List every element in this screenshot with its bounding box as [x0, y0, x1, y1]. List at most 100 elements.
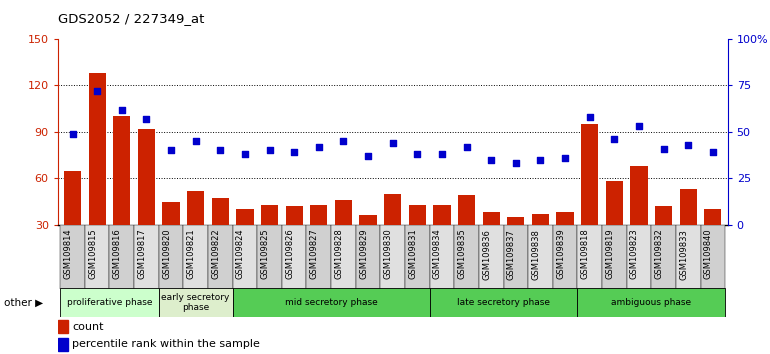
Point [559, 155, 571, 161]
Bar [651, 225, 676, 289]
Bar [627, 225, 651, 289]
Text: GSM109832: GSM109832 [654, 229, 664, 279]
Point [165, 148, 177, 153]
Bar [286, 206, 303, 271]
Bar [138, 129, 155, 271]
Bar [236, 209, 253, 271]
Bar [310, 205, 327, 271]
Point [510, 161, 522, 166]
Bar [187, 191, 204, 271]
Bar [430, 225, 454, 289]
Text: GSM109836: GSM109836 [482, 229, 491, 280]
Point [263, 148, 276, 153]
Point [214, 148, 226, 153]
Point [288, 149, 300, 155]
Point [682, 142, 695, 148]
Bar [553, 225, 578, 289]
Bar [257, 225, 282, 289]
Text: GSM109834: GSM109834 [433, 229, 442, 279]
Bar [208, 225, 233, 289]
Bar [212, 199, 229, 271]
Bar [409, 205, 426, 271]
Bar [631, 166, 648, 271]
Bar [89, 73, 105, 271]
Point [436, 151, 448, 157]
Bar [159, 225, 183, 289]
Text: proliferative phase: proliferative phase [67, 298, 152, 307]
Bar [532, 214, 549, 271]
Bar [335, 200, 352, 271]
Text: GSM109827: GSM109827 [310, 229, 319, 279]
Bar [479, 225, 504, 289]
Bar [380, 225, 405, 289]
Bar [557, 212, 574, 271]
Text: GSM109824: GSM109824 [236, 229, 245, 279]
Text: count: count [72, 322, 104, 332]
Bar [159, 288, 233, 317]
Point [91, 88, 103, 94]
Bar [233, 225, 257, 289]
Bar [113, 116, 130, 271]
Point [608, 136, 621, 142]
Point [189, 138, 202, 144]
Point [116, 107, 128, 112]
Bar [60, 288, 159, 317]
Point [411, 151, 424, 157]
Point [239, 151, 251, 157]
Bar [282, 225, 306, 289]
Bar [405, 225, 430, 289]
Text: GSM109822: GSM109822 [211, 229, 220, 279]
Text: GSM109828: GSM109828 [334, 229, 343, 279]
Bar [676, 225, 701, 289]
Bar [233, 288, 430, 317]
Text: GSM109817: GSM109817 [137, 229, 146, 279]
Bar [581, 124, 598, 271]
Bar [602, 225, 627, 289]
Point [460, 144, 473, 149]
Point [140, 116, 152, 122]
Bar [458, 195, 475, 271]
Bar [384, 194, 401, 271]
Text: ambiguous phase: ambiguous phase [611, 298, 691, 307]
Text: GSM109815: GSM109815 [88, 229, 97, 279]
Text: GSM109814: GSM109814 [64, 229, 72, 279]
Text: GSM109826: GSM109826 [285, 229, 294, 279]
Bar [60, 225, 85, 289]
Bar [504, 225, 528, 289]
Text: GSM109840: GSM109840 [704, 229, 713, 279]
Point [387, 140, 399, 146]
Bar [306, 225, 331, 289]
Text: GSM109829: GSM109829 [359, 229, 368, 279]
Bar [109, 225, 134, 289]
Text: early secretory
phase: early secretory phase [162, 293, 230, 312]
Text: other ▶: other ▶ [4, 298, 43, 308]
Point [66, 131, 79, 137]
Bar [578, 225, 602, 289]
Text: GSM109819: GSM109819 [605, 229, 614, 279]
Text: GSM109837: GSM109837 [507, 229, 516, 280]
Text: late secretory phase: late secretory phase [457, 298, 550, 307]
Point [633, 124, 645, 129]
Point [362, 153, 374, 159]
Bar [701, 225, 725, 289]
Bar [64, 171, 81, 271]
Bar [261, 205, 278, 271]
Point [707, 149, 719, 155]
Text: GSM109816: GSM109816 [112, 229, 122, 279]
Text: percentile rank within the sample: percentile rank within the sample [72, 339, 260, 349]
Bar [705, 209, 721, 271]
Bar [183, 225, 208, 289]
Bar [680, 189, 697, 271]
Text: GSM109821: GSM109821 [186, 229, 196, 279]
Text: GSM109818: GSM109818 [581, 229, 590, 279]
Text: GSM109823: GSM109823 [630, 229, 639, 279]
Bar [507, 217, 524, 271]
Bar [58, 338, 68, 351]
Point [313, 144, 325, 149]
Text: GSM109839: GSM109839 [556, 229, 565, 279]
Point [658, 146, 670, 152]
Bar [134, 225, 159, 289]
Text: GSM109820: GSM109820 [162, 229, 171, 279]
Bar [578, 288, 725, 317]
Point [584, 114, 596, 120]
